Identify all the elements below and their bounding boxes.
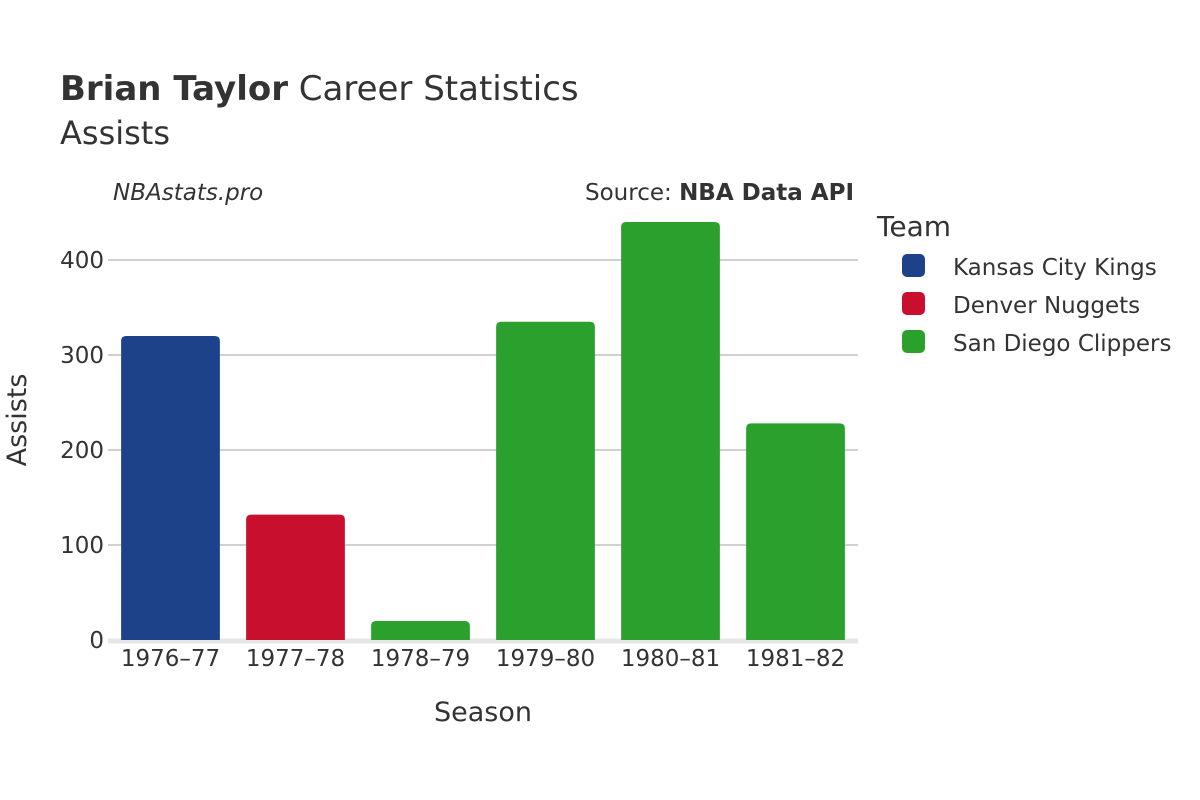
source-prefix: Source: (585, 180, 679, 206)
legend-item-label: Kansas City Kings (953, 255, 1157, 281)
chart-title-name: Brian Taylor (60, 69, 288, 109)
legend-item-label: San Diego Clippers (953, 331, 1171, 357)
bar-1977–78 (246, 514, 345, 640)
x-tick-label: 1979–80 (496, 646, 595, 672)
source-name: NBA Data API (679, 180, 854, 206)
watermark: NBAstats.pro (113, 180, 263, 206)
y-tick-label: 0 (89, 628, 104, 654)
y-tick-label: 100 (60, 533, 104, 559)
source-note: Source: NBA Data API (585, 180, 854, 206)
x-tick-label: 1980–81 (621, 646, 720, 672)
x-tick-label: 1976–77 (121, 646, 220, 672)
bar-1978–79 (371, 621, 470, 640)
y-axis-title: Assists (2, 374, 33, 467)
legend-swatch (902, 292, 925, 315)
y-tick-labels: 0 100 200 300 400 (60, 248, 104, 654)
legend-swatch (902, 254, 925, 277)
chart-title: Brian Taylor Career Statistics (60, 69, 579, 109)
chart-subtitle: Assists (60, 114, 170, 152)
chart-title-rest: Career Statistics (288, 69, 579, 109)
legend: Kansas City Kings Denver Nuggets San Diego… (902, 254, 1171, 357)
x-tick-label: 1977–78 (246, 646, 345, 672)
y-tick-label: 200 (60, 438, 104, 464)
legend-swatch (902, 330, 925, 353)
bar-1976–77 (121, 336, 220, 640)
legend-item-label: Denver Nuggets (953, 293, 1140, 319)
y-tick-label: 300 (60, 343, 104, 369)
legend-title: Team (876, 210, 951, 243)
gridlines (108, 259, 858, 644)
x-tick-labels: 1976–77 1977–78 1978–79 1979–80 1980–81 1981–… (121, 646, 845, 672)
y-tick-label: 400 (60, 248, 104, 274)
x-tick-label: 1981–82 (746, 646, 845, 672)
bars (121, 222, 845, 640)
bar-1979–80 (496, 321, 595, 640)
bar-1980–81 (621, 222, 720, 640)
x-axis-title: Season (434, 697, 532, 728)
bar-1981–82 (746, 423, 845, 640)
x-tick-label: 1978–79 (371, 646, 470, 672)
